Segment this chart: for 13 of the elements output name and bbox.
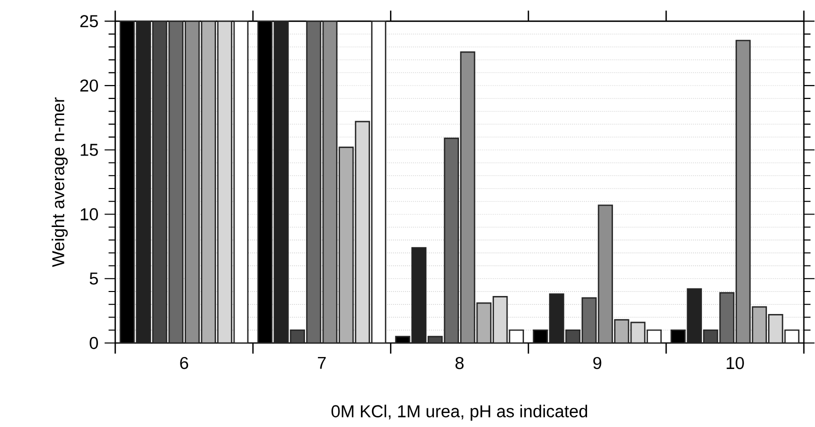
x-tick-label: 8 bbox=[456, 357, 464, 370]
y-tick-label: 10 bbox=[80, 208, 98, 221]
y-tick-label: 15 bbox=[80, 144, 98, 156]
y-tick-label: 5 bbox=[90, 272, 98, 285]
x-tick-label: 7 bbox=[318, 357, 326, 370]
y-axis-title: Weight average n-mer bbox=[52, 98, 68, 268]
y-tick-label: 0 bbox=[90, 337, 98, 350]
y-tick-label: 25 bbox=[80, 15, 98, 28]
x-tick-label: 6 bbox=[180, 357, 188, 370]
x-axis-title: 0M KCl, 1M urea, pH as indicated bbox=[332, 404, 588, 422]
x-tick-label: 10 bbox=[726, 357, 744, 370]
x-tick-label: 9 bbox=[593, 357, 602, 370]
y-tick-label: 20 bbox=[80, 80, 98, 92]
